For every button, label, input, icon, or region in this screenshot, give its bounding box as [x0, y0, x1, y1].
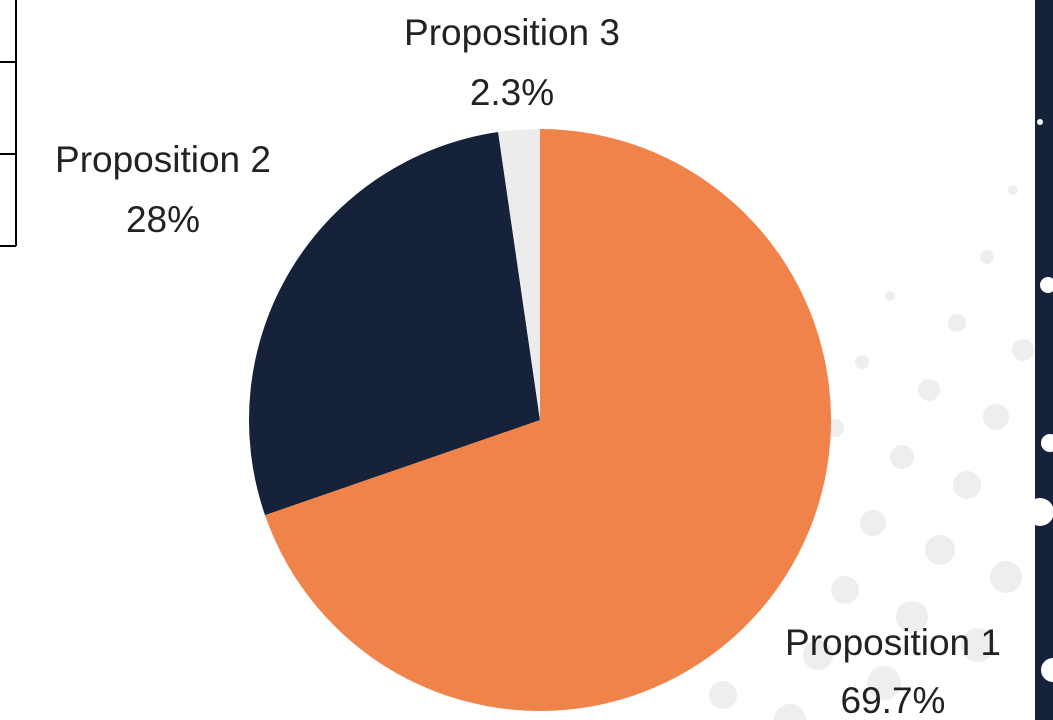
slice-value-label: 2.3% [470, 72, 554, 113]
pie-slice [264, 129, 831, 712]
side-panel [1035, 0, 1053, 720]
side-dots [1026, 119, 1053, 682]
slice-label: Proposition 1 [785, 622, 1001, 663]
pie [248, 129, 831, 712]
pie-slice [498, 129, 540, 420]
slice-value-label: 69.7% [841, 680, 946, 720]
pie-slice [248, 132, 540, 516]
background-dots [709, 185, 1034, 720]
slice-label: Proposition 3 [404, 12, 620, 53]
slice-value-label: 28% [126, 199, 200, 240]
table-fragment [0, 0, 17, 247]
slice-label: Proposition 2 [55, 139, 271, 180]
